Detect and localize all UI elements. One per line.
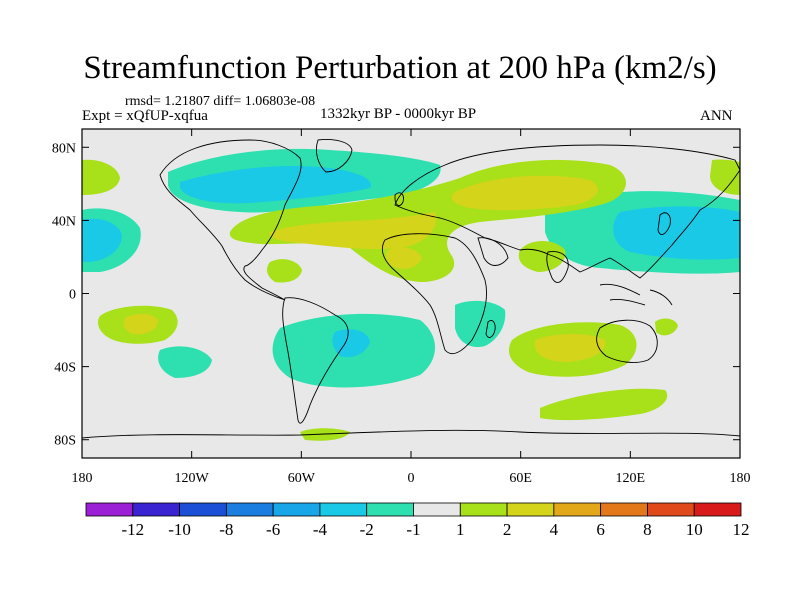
period-label: 1332kyr BP - 0000kyr BP [320,106,477,122]
strong-positive-regions [123,175,606,362]
colorbar-label: -2 [360,520,374,539]
colorbar-label: -4 [313,520,328,539]
experiment-label: Expt = xQfUP-xqfua [82,108,208,124]
colorbar-swatch [272,502,321,517]
colorbar-swatch [553,502,602,517]
colorbar-swatch [319,502,368,517]
colorbar-swatch [366,502,414,517]
colorbar-label: -6 [266,520,280,539]
lat-label: 0 [69,288,76,303]
colorbar-label: 10 [686,520,703,539]
lat-label: 80S [54,434,76,449]
lat-label: 40S [54,361,76,376]
lon-label: 120E [616,471,646,486]
colorbar-swatch [693,502,742,517]
lon-label: 120W [175,471,210,486]
strong-negative-regions [82,165,740,358]
lon-label: 180 [730,471,751,486]
colorbar-swatch [506,502,555,517]
colorbar-label: 12 [733,520,750,539]
stats-text: rmsd= 1.21807 diff= 1.06803e-08 [125,94,316,109]
colorbar-swatch [413,502,461,517]
lat-label: 40N [52,214,76,229]
colorbar-label: 8 [643,520,652,539]
colorbar-swatch [225,502,274,517]
colorbar-swatch [600,502,648,517]
lon-label: 180 [72,471,93,486]
colorbar-label: 2 [503,520,512,539]
colorbar: -12 -10 -8 -6 -4 -2 -1 1 2 4 6 8 10 12 [85,502,750,539]
colorbar-label: 6 [596,520,605,539]
season-label: ANN [700,108,733,124]
plot-title: Streamfunction Perturbation at 200 hPa (… [83,50,717,86]
colorbar-swatch [459,502,508,517]
lon-label: 60E [509,471,532,486]
colorbar-label: -8 [219,520,233,539]
colorbar-label: -1 [406,520,420,539]
colorbar-label: -12 [121,520,144,539]
lon-label: 60W [288,471,316,486]
colorbar-swatch [647,502,695,517]
coastlines [82,139,740,439]
colorbar-label: 4 [550,520,559,539]
colorbar-swatch [179,502,227,517]
contour-field [82,129,740,458]
colorbar-label: 1 [456,520,465,539]
axes: 80N 40N 0 40S 80S 180 120W 60W 0 60E 120E 180 [52,129,751,486]
colorbar-swatch [132,502,180,517]
colorbar-swatch [85,502,134,517]
lon-label: 0 [408,471,415,486]
colorbar-label: -10 [168,520,191,539]
lat-label: 80N [52,141,76,156]
